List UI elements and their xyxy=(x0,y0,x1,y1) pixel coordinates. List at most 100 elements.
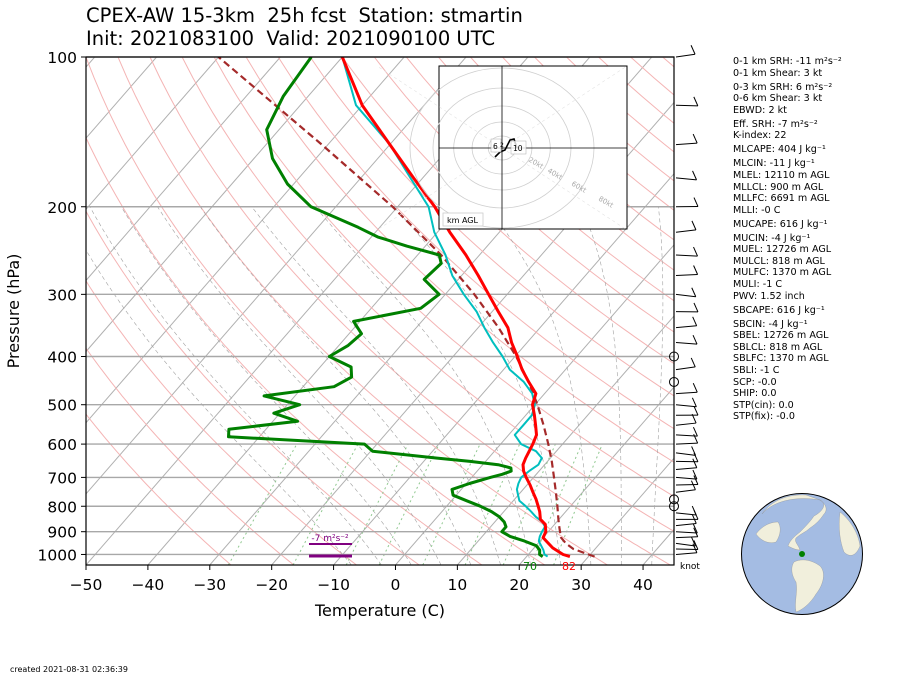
dry-adiabat xyxy=(245,57,674,463)
barb-flag xyxy=(690,480,696,490)
moist-adiabat xyxy=(393,206,561,565)
x-tick-label: 0 xyxy=(391,576,401,594)
barb-shaft xyxy=(675,531,698,534)
barb-flag xyxy=(691,514,697,524)
barb-shaft xyxy=(675,293,696,298)
wind-barb xyxy=(675,505,697,516)
dry-adiabat xyxy=(277,57,674,430)
dry-adiabat xyxy=(181,57,674,532)
hodo-marker: 10 xyxy=(513,144,523,153)
moist-adiabat xyxy=(651,206,664,565)
index-line: 0-3 km SRH: 6 m²s⁻² xyxy=(733,81,833,93)
wind-barb xyxy=(669,376,679,387)
barb-flag xyxy=(692,133,698,144)
barb-flag xyxy=(693,475,699,485)
x-tick-label: −20 xyxy=(255,576,288,594)
dry-adiabat xyxy=(405,57,674,302)
mixing-ratio-line xyxy=(292,443,359,565)
index-line: MULFC: 1370 m AGL xyxy=(733,267,832,279)
index-line: 0-6 km Shear: 3 kt xyxy=(733,93,823,105)
hodograph-inset: 20kt 40kt 60kt 80kt 6 2 10 km AGL xyxy=(376,65,628,231)
wind-barb xyxy=(675,265,699,277)
location-globe xyxy=(741,493,863,615)
wind-barb xyxy=(675,45,696,58)
calm-wind-circle xyxy=(669,376,679,387)
wind-barb xyxy=(675,446,697,456)
y-tick-label: 500 xyxy=(47,397,77,415)
temperature-line xyxy=(340,57,571,559)
hodograph-frame xyxy=(438,65,628,230)
parcel-line xyxy=(217,57,595,558)
wind-barb xyxy=(675,523,698,534)
index-line: 0-1 km Shear: 3 kt xyxy=(733,67,823,79)
wind-barbs xyxy=(669,45,699,555)
calm-wind-circle xyxy=(669,501,679,512)
index-line: MUEL: 12726 m AGL xyxy=(733,244,832,256)
barb-shaft xyxy=(675,422,697,426)
mixing-ratio-line xyxy=(553,443,603,565)
wind-barb xyxy=(675,334,698,345)
barb-flag xyxy=(693,405,699,416)
barb-flag xyxy=(693,246,698,257)
africa-europe-land xyxy=(839,511,861,556)
hodograph-diagonal xyxy=(376,65,503,149)
dewpoint-line xyxy=(227,57,544,558)
surface-dewpoint-label: 70 xyxy=(523,560,537,573)
barb-shaft xyxy=(675,342,698,345)
index-line: SBLCL: 818 m AGL xyxy=(733,341,823,353)
x-tick-label: −50 xyxy=(70,576,103,594)
calm-wind-circle xyxy=(669,494,679,505)
wind-barb xyxy=(669,501,679,512)
south-america-land xyxy=(791,559,824,613)
isotherm-line xyxy=(395,244,674,565)
y-tick-label: 400 xyxy=(47,349,77,367)
barb-flag xyxy=(692,543,698,553)
moist-adiabat xyxy=(487,206,592,565)
barb-flag xyxy=(692,426,698,437)
barb-unit-label: knot xyxy=(680,562,700,572)
barb-flag xyxy=(693,302,699,313)
calm-wind-circle xyxy=(669,351,679,362)
barb-shaft xyxy=(675,53,696,58)
isotherm-line xyxy=(86,57,405,424)
barb-shaft xyxy=(675,274,698,277)
isotherm-line xyxy=(456,315,674,565)
wind-barb xyxy=(675,220,697,233)
wind-barb xyxy=(675,405,699,416)
isotherm-line xyxy=(86,57,467,495)
mixing-ratio-line xyxy=(378,443,440,565)
barb-flag xyxy=(691,413,697,424)
dry-adiabat xyxy=(149,57,671,565)
x-tick-label: 20 xyxy=(509,576,529,594)
barb-flag xyxy=(692,170,697,181)
barb-flag xyxy=(691,287,697,297)
index-line: PWV: 1.52 inch xyxy=(733,290,805,302)
y-tick-label: 800 xyxy=(47,498,77,516)
index-line: SBCAPE: 616 J kg⁻¹ xyxy=(733,304,825,316)
barb-shaft xyxy=(675,434,698,437)
moist-adiabat xyxy=(157,206,442,565)
land xyxy=(755,521,781,543)
stability-indices: 0-1 km SRH: -11 m²s⁻² 0-1 km Shear: 3 kt 0… xyxy=(733,56,842,423)
x-tick-label: 40 xyxy=(633,576,653,594)
barb-flag xyxy=(693,197,699,207)
hodograph-diagonal xyxy=(501,147,628,231)
isotherm-line xyxy=(86,57,219,211)
y-tick-label: 700 xyxy=(47,469,77,487)
wind-barb xyxy=(669,351,679,362)
hodograph-trace xyxy=(494,138,518,158)
barb-flag xyxy=(692,316,698,326)
dry-adiabat xyxy=(86,210,420,565)
barb-flag xyxy=(690,357,696,368)
barb-shaft xyxy=(675,229,696,233)
dry-adiabat xyxy=(86,413,232,565)
dry-adiabat xyxy=(309,57,674,397)
x-axis-label: Temperature (C) xyxy=(314,601,445,620)
barb-shaft xyxy=(675,552,697,555)
isotherm-line xyxy=(86,57,281,282)
wind-barb xyxy=(675,543,698,555)
barb-flag xyxy=(693,452,699,462)
moist-adiabat xyxy=(121,206,412,565)
profile-lines xyxy=(217,57,595,559)
